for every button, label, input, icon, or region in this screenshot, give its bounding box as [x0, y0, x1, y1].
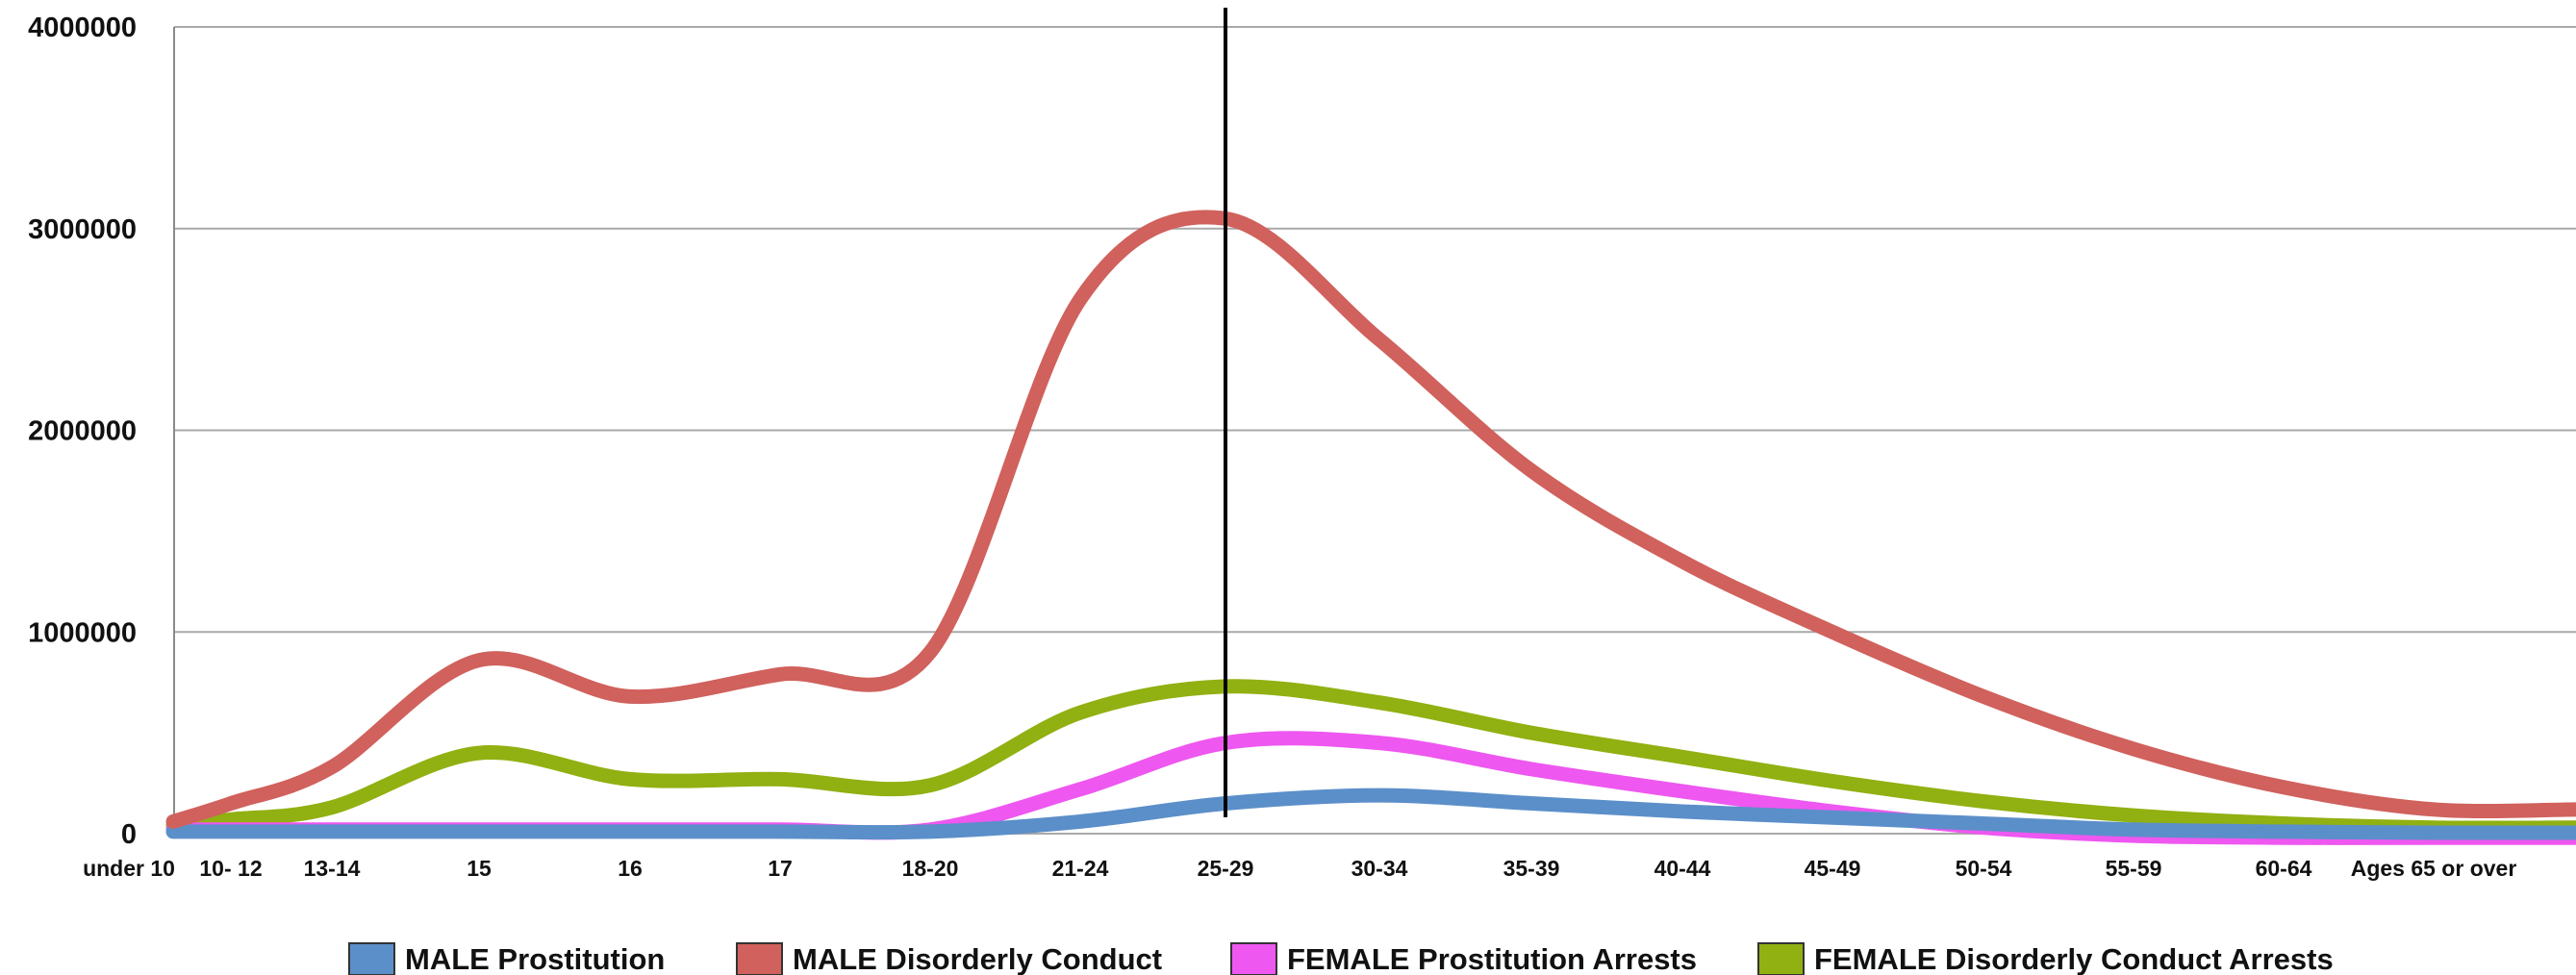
- x-tick-label: 30-34: [1351, 856, 1408, 881]
- y-tick-label: 2000000: [28, 416, 137, 447]
- x-tick-label: 21-24: [1052, 856, 1109, 881]
- y-tick-label: 1000000: [28, 617, 137, 648]
- x-tick-label: 35-39: [1503, 856, 1560, 881]
- series-female-disorderly-conduct-arrests: [165, 679, 2576, 836]
- x-tick-label: under 10: [83, 856, 175, 881]
- y-axis-ticks: 0 1000000 2000000 3000000 4000000: [28, 12, 137, 850]
- gridlines: [174, 26, 2576, 835]
- y-tick-label: 3000000: [28, 214, 137, 245]
- legend-female-disorderly-conduct-arrests-swatch: [1757, 942, 1805, 975]
- x-tick-label: 10- 12: [199, 856, 262, 881]
- legend-female-disorderly-conduct-arrests-label: FEMALE Disorderly Conduct Arrests: [1814, 942, 2334, 975]
- series-male-prostitution: [165, 788, 2576, 840]
- series-lines: [165, 210, 2576, 845]
- y-tick-label: 4000000: [28, 12, 137, 43]
- x-tick-label: 50-54: [1956, 856, 2012, 881]
- legend-female-prostitution-arrests-swatch: [1230, 942, 1277, 975]
- y-tick-label: 0: [121, 819, 137, 850]
- x-tick-label: 40-44: [1654, 856, 1711, 881]
- legend-male-disorderly-conduct-label: MALE Disorderly Conduct: [793, 942, 1162, 975]
- x-axis-ticks: under 10 10- 12 13-14 15 16 17 18-20 21-24 25-29…: [83, 856, 2516, 881]
- x-tick-label: 45-49: [1805, 856, 1861, 881]
- legend-male-prostitution-label: MALE Prostitution: [405, 942, 665, 975]
- x-tick-label: 25-29: [1198, 856, 1254, 881]
- x-tick-label: 18-20: [902, 856, 959, 881]
- x-tick-label: 17: [768, 856, 793, 881]
- series-male-disorderly-conduct: [165, 210, 2576, 829]
- legend-male-disorderly-conduct-swatch: [736, 942, 783, 975]
- x-tick-label: 60-64: [2256, 856, 2312, 881]
- legend-male-prostitution-swatch: [348, 942, 395, 975]
- legend: MALE Prostitution MALE Disorderly Conduct…: [348, 942, 2334, 975]
- legend-female-prostitution-arrests-label: FEMALE Prostitution Arrests: [1287, 942, 1697, 975]
- x-tick-label: Ages 65 or over: [2351, 856, 2517, 881]
- x-tick-label: 15: [467, 856, 492, 881]
- x-tick-label: 16: [618, 856, 643, 881]
- x-tick-label: 55-59: [2106, 856, 2162, 881]
- x-tick-label: 13-14: [304, 856, 361, 881]
